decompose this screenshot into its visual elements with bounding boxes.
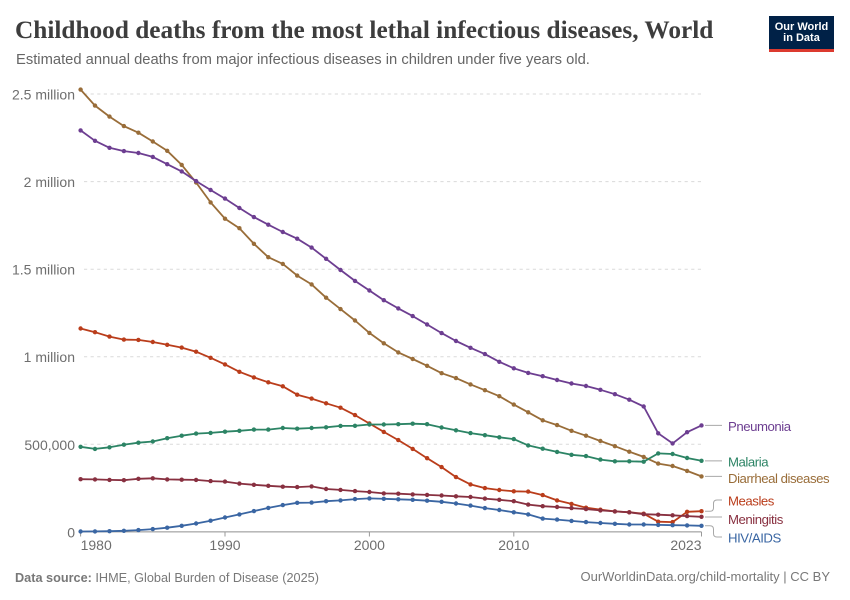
svg-text:1990: 1990 (209, 537, 240, 553)
svg-text:2010: 2010 (498, 537, 529, 553)
svg-text:1 million: 1 million (24, 349, 75, 365)
svg-text:2 million: 2 million (24, 174, 75, 190)
svg-text:1.5 million: 1.5 million (12, 262, 75, 278)
svg-text:0: 0 (67, 524, 75, 540)
svg-text:HIV/AIDS: HIV/AIDS (728, 530, 781, 545)
svg-text:2.5 million: 2.5 million (12, 87, 75, 103)
svg-text:Diarrheal diseases: Diarrheal diseases (728, 471, 830, 486)
svg-text:Malaria: Malaria (728, 454, 769, 469)
svg-text:Measles: Measles (728, 493, 775, 508)
svg-text:Pneumonia: Pneumonia (728, 419, 792, 434)
svg-text:2000: 2000 (354, 537, 385, 553)
svg-text:1980: 1980 (81, 537, 112, 553)
svg-text:500,000: 500,000 (24, 437, 75, 453)
svg-text:Meningitis: Meningitis (728, 512, 784, 527)
svg-text:2023: 2023 (670, 537, 701, 553)
